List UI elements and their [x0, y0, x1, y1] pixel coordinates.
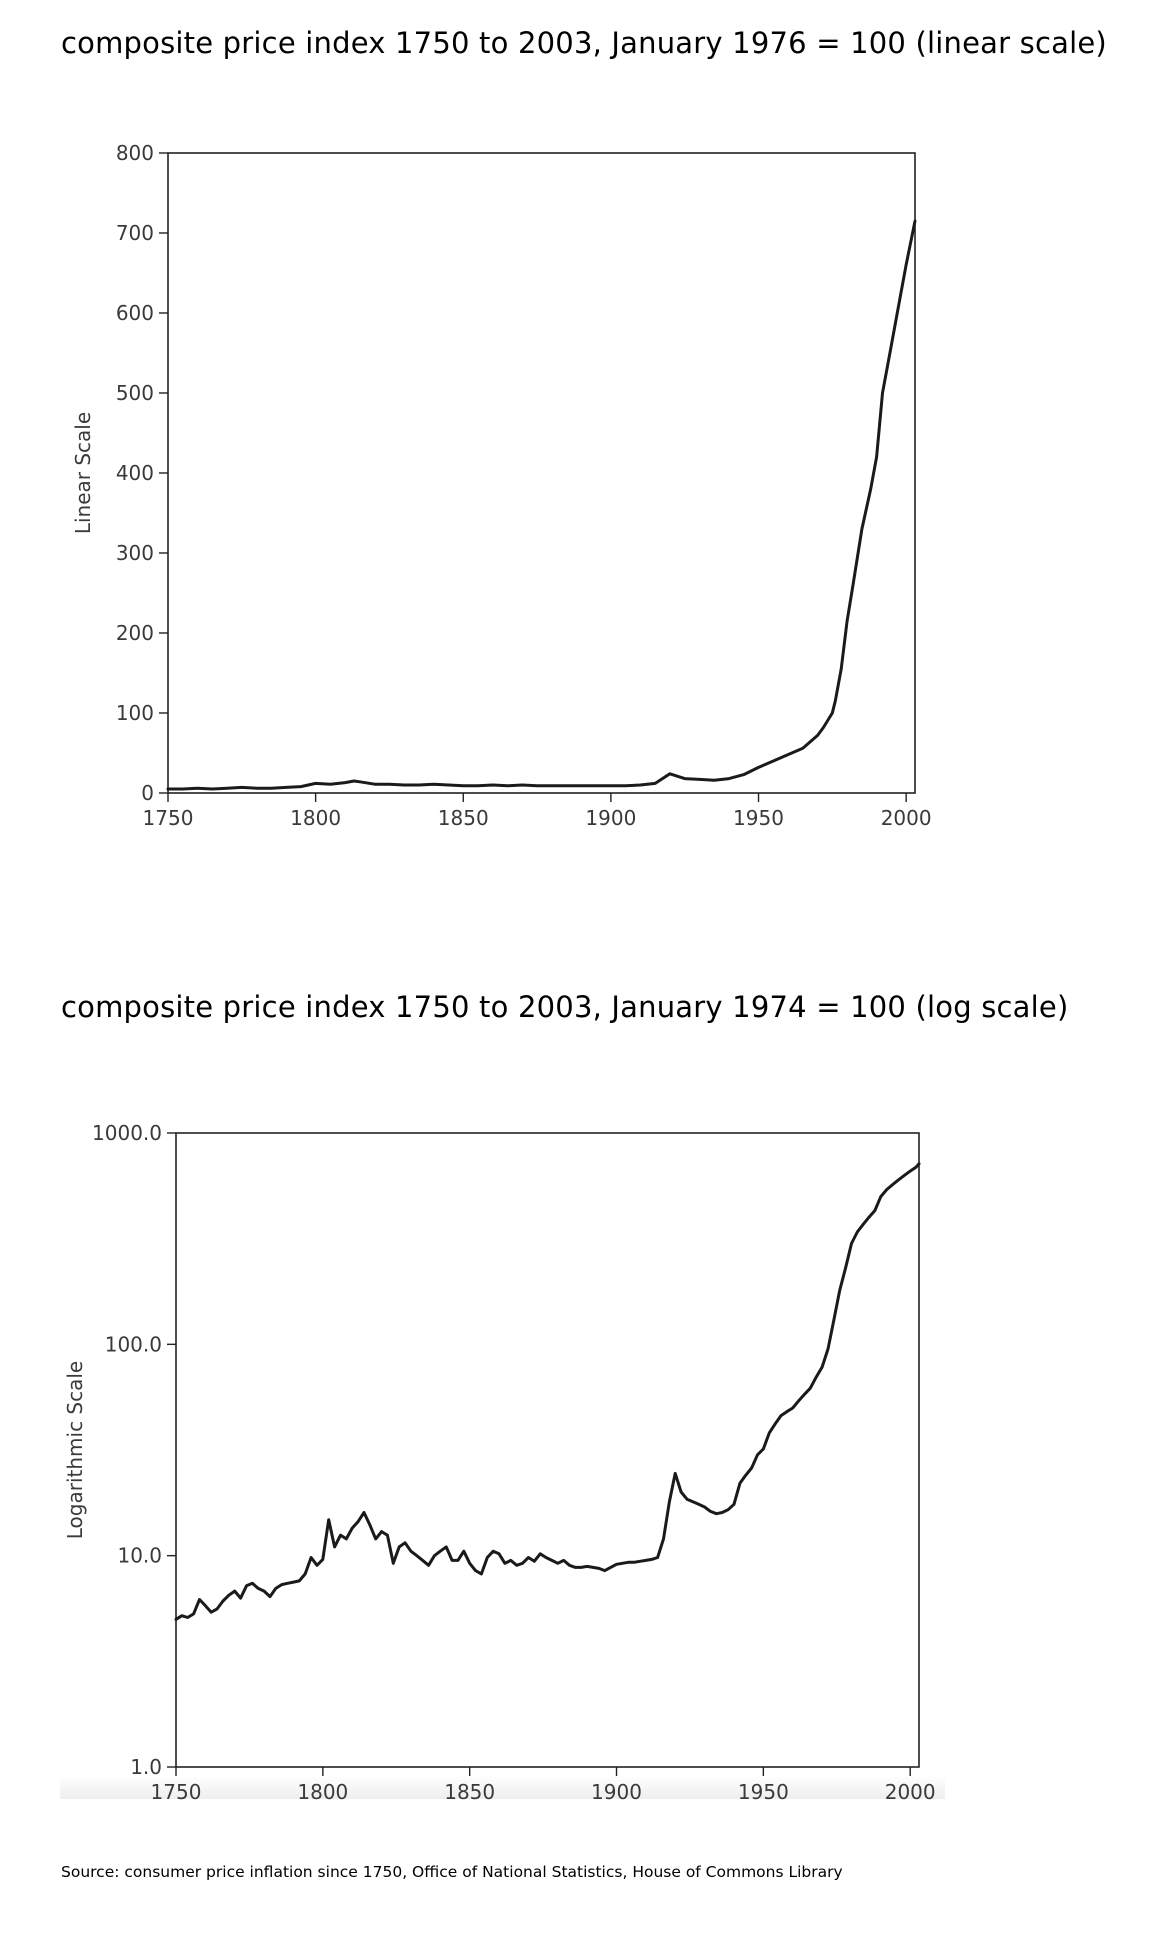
log-y-axis-title: Logarithmic Scale	[63, 1361, 87, 1539]
linear-y-tick-label: 400	[116, 461, 154, 485]
log-y-tick-label: 1000.0	[92, 1121, 162, 1145]
linear-y-tick-label: 300	[116, 541, 154, 565]
linear-x-tick-label: 1850	[438, 806, 489, 830]
linear-y-tick-label: 600	[116, 301, 154, 325]
linear-x-tick-label: 1800	[290, 806, 341, 830]
log-x-tick-label: 1750	[151, 1780, 202, 1804]
chart-title-linear: composite price index 1750 to 2003, Janu…	[61, 26, 1107, 60]
linear-y-tick-label: 500	[116, 381, 154, 405]
linear-y-tick-label: 0	[141, 781, 154, 805]
log-x-tick-label: 1900	[591, 1780, 642, 1804]
log-plot-frame	[175, 1132, 920, 1768]
source-note: Source: consumer price inflation since 1…	[61, 1863, 843, 1881]
log-y-tick-label: 1.0	[130, 1755, 162, 1779]
linear-series-line	[166, 219, 917, 791]
bottom-fade	[60, 1775, 945, 1799]
log-y-tick-label: 100.0	[105, 1332, 162, 1356]
log-x-tick-label: 2000	[885, 1780, 936, 1804]
log-x-tick-label: 1800	[297, 1780, 348, 1804]
log-price-chart: 1.0 10.0 100.0 1000.0 1750 1800 1850 1900 1950 20…	[63, 1121, 936, 1804]
linear-y-tick-label: 200	[116, 621, 154, 645]
log-x-tick-label: 1850	[444, 1780, 495, 1804]
linear-x-tick-label: 1950	[733, 806, 784, 830]
linear-y-tick-label: 100	[116, 701, 154, 725]
log-series-line	[174, 1162, 921, 1621]
log-y-tick-label: 10.0	[117, 1544, 162, 1568]
linear-x-tick-label: 2000	[881, 806, 932, 830]
log-x-tick-label: 1950	[738, 1780, 789, 1804]
linear-x-tick-label: 1900	[585, 806, 636, 830]
linear-y-tick-label: 700	[116, 221, 154, 245]
linear-y-tick-label: 800	[116, 141, 154, 165]
linear-y-axis-title: Linear Scale	[71, 412, 95, 534]
chart-title-log: composite price index 1750 to 2003, Janu…	[61, 990, 1069, 1024]
linear-price-chart: 0 100 200 300 400 500 600 700 800 1750 1800 1850 190…	[71, 141, 932, 830]
linear-x-tick-label: 1750	[143, 806, 194, 830]
